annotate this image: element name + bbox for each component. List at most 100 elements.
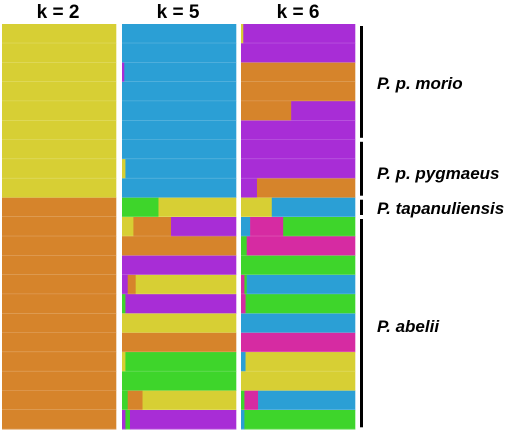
admixture-segment-P (122, 410, 126, 430)
row-separator (2, 158, 116, 160)
row-separator (122, 235, 236, 237)
row-separator (2, 255, 116, 256)
row-separator (122, 351, 236, 353)
row-separator (2, 351, 116, 353)
admixture-segment-O (2, 197, 117, 218)
row-separator (122, 370, 236, 372)
admixture-segment-O (2, 371, 117, 391)
admixture-segment-O (241, 62, 356, 83)
admixture-segment-G (245, 294, 356, 314)
admixture-segment-O (2, 410, 117, 430)
admixture-segment-Y (241, 197, 273, 218)
row-separator (2, 139, 116, 140)
row-separator (241, 216, 355, 218)
admixture-segment-B (122, 24, 237, 44)
row-separator (241, 293, 355, 295)
admixture-segment-P (291, 101, 356, 121)
admixture-segment-P (241, 43, 356, 63)
panel-title-k5: k = 5 (157, 2, 200, 23)
row-separator (2, 293, 116, 295)
admixture-segment-O (127, 274, 136, 295)
row-separator (241, 177, 355, 179)
admixture-segment-O (2, 274, 117, 295)
admixture-segment-B (241, 217, 251, 237)
admixture-segment-M (250, 217, 284, 237)
admixture-segment-B (258, 390, 356, 411)
row-separator (2, 390, 116, 391)
admixture-segment-M (246, 236, 356, 256)
admixture-segment-G (244, 274, 247, 295)
admixture-segment-Y (2, 81, 117, 102)
admixture-segment-P (129, 410, 237, 430)
row-separator (122, 274, 236, 275)
admixture-segment-B (122, 43, 237, 63)
row-separator (2, 216, 116, 218)
admixture-segment-O (2, 390, 117, 411)
admixture-segment-B (241, 352, 246, 372)
row-separator (122, 409, 236, 411)
row-separator (122, 42, 236, 44)
admixture-segment-O (2, 332, 117, 353)
panel-k6 (241, 24, 356, 430)
admixture-segment-P (243, 24, 356, 44)
row-separator (2, 313, 116, 314)
admixture-segment-Y (2, 24, 117, 44)
row-separator (122, 332, 236, 333)
row-separator (122, 197, 236, 198)
group-label-p-p-pygmaeus: P. p. pygmaeus (377, 164, 500, 183)
row-separator (241, 120, 355, 121)
row-separator (122, 293, 236, 295)
row-separator (122, 216, 236, 218)
group-label-p-abelii: P. abelii (377, 317, 440, 336)
admixture-segment-O (122, 332, 237, 353)
admixture-segment-Y (2, 139, 117, 160)
group-bracket (360, 141, 363, 196)
row-separator (122, 428, 236, 430)
admixture-segment-B (125, 159, 237, 179)
row-separator (241, 409, 355, 411)
row-separator (241, 197, 355, 198)
admixture-segment-G (241, 390, 245, 411)
row-separator (122, 100, 236, 102)
row-separator (241, 158, 355, 160)
group-bracket (360, 199, 363, 215)
admixture-segment-Y (158, 197, 237, 218)
row-separator (241, 313, 355, 314)
admixture-segment-Y (122, 217, 134, 237)
admixture-segment-G (125, 410, 131, 430)
admixture-segment-O (256, 178, 356, 198)
row-separator (122, 81, 236, 82)
admixture-segment-B (271, 197, 356, 218)
row-separator (2, 81, 116, 82)
row-separator (2, 235, 116, 237)
admixture-segment-B (124, 62, 237, 83)
admixture-segment-Y (2, 62, 117, 83)
row-separator (241, 390, 355, 391)
admixture-segment-O (2, 313, 117, 334)
admixture-segment-M (241, 274, 245, 295)
admixture-segment-M (241, 332, 356, 353)
admixture-segment-P (241, 120, 356, 141)
row-separator (241, 42, 355, 44)
group-label-p-p-morio: P. p. morio (377, 74, 463, 93)
row-separator (122, 158, 236, 160)
admixture-segment-O (241, 101, 292, 121)
admixture-segment-Y (241, 371, 356, 391)
row-separator (2, 197, 116, 198)
row-separator (2, 62, 116, 63)
admixture-segment-Y (122, 352, 126, 372)
row-separator (241, 274, 355, 275)
row-separator (241, 370, 355, 372)
row-separator (241, 428, 355, 430)
row-separator (122, 313, 236, 314)
admixture-segment-G (122, 197, 159, 218)
admixture-segment-P (122, 62, 125, 83)
admixture-segment-O (127, 390, 143, 411)
panel-k5 (122, 24, 237, 430)
admixture-segment-G (241, 236, 247, 256)
row-separator (241, 255, 355, 256)
admixture-segment-G (244, 410, 356, 430)
admixture-segment-O (2, 236, 117, 256)
admixture-segment-Y (2, 43, 117, 63)
row-separator (2, 332, 116, 333)
